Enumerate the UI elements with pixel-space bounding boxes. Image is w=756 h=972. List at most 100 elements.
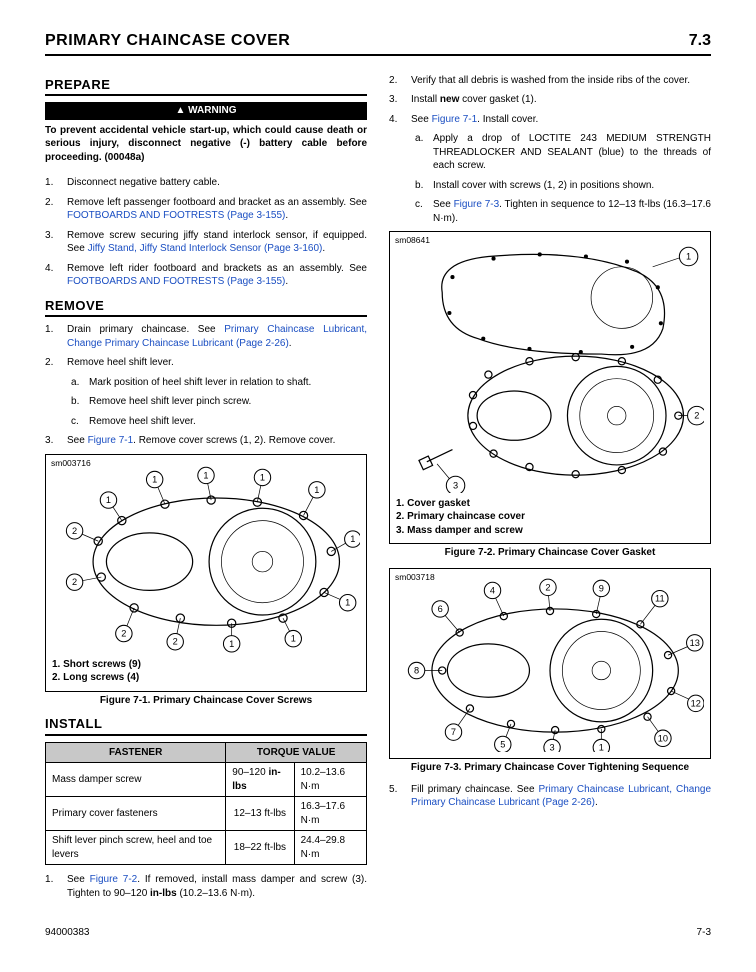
torque-table: FASTENER TORQUE VALUE Mass damper screw … [45, 742, 367, 866]
page-title: PRIMARY CHAINCASE COVER [45, 30, 290, 52]
figure-7-3-svg: 8 6 4 2 9 11 13 12 10 1 3 5 7 [396, 573, 704, 753]
prepare-step: Remove left passenger footboard and brac… [45, 196, 367, 223]
step-text: . [289, 338, 292, 349]
table-header: TORQUE VALUE [226, 742, 367, 763]
section-number: 7.3 [689, 30, 711, 52]
svg-text:1: 1 [599, 742, 604, 752]
step-text: . [285, 210, 288, 221]
substep: Install cover with screws (1, 2) in posi… [415, 179, 711, 193]
svg-text:1: 1 [203, 470, 208, 480]
content-columns: PREPARE ▲ WARNING To prevent accidental … [45, 68, 711, 907]
remove-heading: REMOVE [45, 297, 367, 318]
svg-text:1: 1 [291, 633, 296, 643]
step-text: (10.2–13.6 N·m). [177, 888, 255, 899]
cell: 24.4–29.8 N·m [294, 831, 366, 865]
cross-ref-link[interactable]: FOOTBOARDS AND FOOTRESTS (Page 3-155) [67, 210, 285, 221]
svg-text:2: 2 [72, 577, 77, 587]
substep: See Figure 7-3. Tighten in sequence to 1… [415, 198, 711, 225]
install-step: Install new cover gasket (1). [389, 93, 711, 107]
figure-sm-code: sm08641 [395, 235, 430, 246]
prepare-heading: PREPARE [45, 76, 367, 97]
step-text: . Remove cover screws (1, 2). Remove cov… [133, 435, 335, 446]
svg-text:2: 2 [694, 411, 699, 421]
figure-legend: 1. Cover gasket 2. Primary chaincase cov… [396, 497, 704, 538]
cell: Primary cover fasteners [46, 797, 226, 831]
bold: in-lbs [150, 888, 177, 899]
figure-link[interactable]: Figure 7-1 [88, 435, 134, 446]
step-text: See [67, 435, 88, 446]
step-text: Remove left passenger footboard and brac… [67, 197, 367, 208]
figure-7-3: sm003718 8 6 4 2 9 11 13 12 10 [389, 568, 711, 760]
prepare-steps: Disconnect negative battery cable. Remov… [45, 176, 367, 289]
figure-7-1: sm003716 1 [45, 454, 367, 692]
cell: 16.3–17.6 N·m [294, 797, 366, 831]
svg-text:1: 1 [686, 252, 691, 262]
figure-7-2-svg: 1 2 3 [396, 236, 704, 493]
svg-text:1: 1 [345, 597, 350, 607]
step-text: Drain primary chaincase. See [67, 324, 224, 335]
remove-step: Remove heel shift lever. Mark position o… [45, 356, 367, 428]
step-text: Remove heel shift lever. [67, 357, 174, 368]
figure-7-1-svg: 1 1 1 1 1 1 1 1 1 2 2 2 2 [52, 459, 360, 654]
step-text: . [285, 276, 288, 287]
remove-steps: Drain primary chaincase. See Primary Cha… [45, 323, 367, 448]
svg-text:1: 1 [229, 638, 234, 648]
page-number: 7-3 [697, 926, 711, 940]
svg-text:10: 10 [658, 733, 668, 743]
cell: 10.2–13.6 N·m [294, 763, 366, 797]
install-steps-left: See Figure 7-2. If removed, install mass… [45, 873, 367, 900]
svg-text:12: 12 [691, 698, 701, 708]
figure-link[interactable]: Figure 7-2 [90, 874, 138, 885]
figure-link[interactable]: Figure 7-3 [454, 199, 500, 210]
install-steps-right: Verify that all debris is washed from th… [389, 74, 711, 226]
install-substeps: Apply a drop of LOCTITE 243 MEDIUM STREN… [411, 132, 711, 225]
step-text: . Install cover. [477, 114, 538, 125]
step-text: See [411, 114, 432, 125]
svg-text:7: 7 [451, 727, 456, 737]
step-text: Remove left rider footboard and brackets… [67, 263, 367, 274]
left-column: PREPARE ▲ WARNING To prevent accidental … [45, 68, 367, 907]
substep: Mark position of heel shift lever in rel… [71, 376, 367, 390]
svg-text:5: 5 [500, 739, 505, 749]
substep: Apply a drop of LOCTITE 243 MEDIUM STREN… [415, 132, 711, 173]
svg-text:1: 1 [314, 484, 319, 494]
table-header: FASTENER [46, 742, 226, 763]
prepare-step: Disconnect negative battery cable. [45, 176, 367, 190]
right-column: Verify that all debris is washed from th… [389, 68, 711, 907]
svg-text:9: 9 [599, 583, 604, 593]
figure-sm-code: sm003718 [395, 572, 435, 583]
legend-item: 3. Mass damper and screw [396, 524, 704, 538]
svg-text:3: 3 [549, 742, 554, 752]
svg-text:8: 8 [414, 665, 419, 675]
figure-caption: Figure 7-3. Primary Chaincase Cover Tigh… [389, 761, 711, 775]
svg-text:4: 4 [490, 585, 495, 595]
remove-substeps: Mark position of heel shift lever in rel… [67, 376, 367, 429]
cell: 18–22 ft-lbs [226, 831, 294, 865]
cross-ref-link[interactable]: FOOTBOARDS AND FOOTRESTS (Page 3-155) [67, 276, 285, 287]
table-row: Primary cover fasteners 12–13 ft-lbs 16.… [46, 797, 367, 831]
install-step: Fill primary chaincase. See Primary Chai… [389, 783, 711, 810]
figure-7-2: sm08641 1 2 3 [389, 231, 711, 544]
figure-caption: Figure 7-2. Primary Chaincase Cover Gask… [389, 546, 711, 560]
cell: Shift lever pinch screw, heel and toe le… [46, 831, 226, 865]
remove-step: See Figure 7-1. Remove cover screws (1, … [45, 434, 367, 448]
figure-link[interactable]: Figure 7-1 [432, 114, 478, 125]
figure-sm-code: sm003716 [51, 458, 91, 469]
install-step: See Figure 7-1. Install cover. Apply a d… [389, 113, 711, 226]
cell: 90–120 in-lbs [226, 763, 294, 797]
step-text: See [433, 199, 454, 210]
svg-text:3: 3 [453, 481, 458, 491]
figure-caption: Figure 7-1. Primary Chaincase Cover Scre… [45, 694, 367, 708]
install-steps-right2: Fill primary chaincase. See Primary Chai… [389, 783, 711, 810]
step-text: Install [411, 94, 440, 105]
legend-item: 2. Long screws (4) [52, 671, 360, 685]
svg-text:2: 2 [121, 628, 126, 638]
substep: Remove heel shift lever. [71, 415, 367, 429]
step-text: Disconnect negative battery cable. [67, 177, 220, 188]
legend-item: 1. Cover gasket [396, 497, 704, 511]
warning-text: To prevent accidental vehicle start-up, … [45, 120, 367, 171]
cell: 12–13 ft-lbs [226, 797, 294, 831]
bold: new [440, 94, 459, 105]
cross-ref-link[interactable]: Jiffy Stand, Jiffy Stand Interlock Senso… [88, 243, 323, 254]
page-header: PRIMARY CHAINCASE COVER 7.3 [45, 30, 711, 56]
